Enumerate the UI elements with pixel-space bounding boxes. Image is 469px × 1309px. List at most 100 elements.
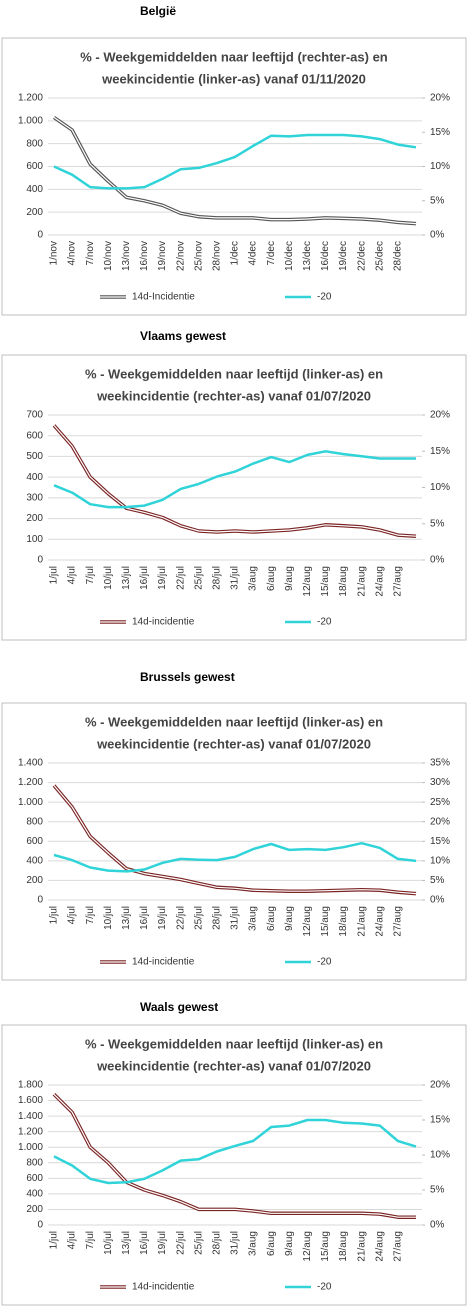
chart-frame [1,1024,467,1306]
x-tick-label: 24/aug [374,906,385,937]
y-tick-label: 1.000 [18,115,43,126]
legend-label: -20 [317,1282,332,1293]
x-tick-label: 9/aug [284,1231,295,1256]
x-tick-label: 22/jul [175,566,186,590]
x-tick-label: 18/aug [338,1231,349,1262]
x-tick-label: 15/aug [320,906,331,937]
y2-tick-label: 10% [430,1150,450,1161]
y2-tick-label: 0% [430,1220,445,1231]
y2-tick-label: 20% [430,816,450,827]
x-tick-label: 12/aug [302,906,313,937]
section-heading: België [140,4,176,18]
x-tick-label: 6/aug [266,1231,277,1256]
series-line [53,450,416,509]
y-tick-label: 500 [26,451,43,462]
y-tick-label: 400 [26,472,43,483]
x-tick-label: 6/aug [266,906,277,931]
x-tick-label: 21/aug [356,566,367,597]
x-tick-label: 13/nov [121,241,132,271]
chart-title: weekincidentie (linker-as) vanaf 01/11/2… [101,71,366,86]
x-tick-label: 13/jul [121,566,132,590]
x-tick-label: 7/jul [85,1231,96,1249]
x-tick-label: 31/jul [230,906,241,930]
y-tick-label: 800 [26,816,43,827]
y-tick-label: 200 [26,207,43,218]
series-line-inner [53,116,417,225]
y2-tick-label: 15% [430,127,450,138]
x-tick-label: 25/jul [193,1231,204,1255]
x-tick-label: 10/jul [103,1231,114,1255]
x-tick-label: 27/aug [393,566,404,597]
legend-label: 14d-incidentie [132,617,195,628]
y-tick-label: 0 [37,230,43,241]
x-tick-label: 31/jul [230,1231,241,1255]
y2-tick-label: 5% [430,195,445,206]
chart-frame [1,37,467,316]
chart-title: % - Weekgemiddelden naar leeftijd (linke… [85,366,383,381]
x-tick-label: 19/jul [157,566,168,590]
x-tick-label: 25/jul [193,906,204,930]
x-tick-label: 18/aug [338,566,349,597]
series-line-inner [53,1093,416,1218]
x-tick-label: 22/dec [356,241,367,271]
y-tick-label: 1.400 [18,758,43,769]
y-tick-label: 200 [26,513,43,524]
y-tick-label: 200 [26,1204,43,1215]
x-tick-label: 12/aug [302,566,313,597]
x-tick-label: 1/jul [49,906,60,924]
y2-tick-label: 25% [430,797,450,808]
x-tick-label: 13/jul [121,906,132,930]
chart-title: weekincidentie (rechter-as) vanaf 01/07/… [96,736,371,751]
y-tick-label: 600 [26,430,43,441]
x-tick-label: 15/aug [320,1231,331,1262]
x-tick-label: 3/aug [248,906,259,931]
x-tick-label: 22/nov [175,241,186,271]
y2-tick-label: 0% [430,230,445,241]
y-tick-label: 800 [26,138,43,149]
y-tick-label: 200 [26,875,43,886]
x-tick-label: 18/aug [338,906,349,937]
x-tick-label: 4/jul [67,1231,78,1249]
x-tick-label: 27/aug [393,906,404,937]
x-tick-label: 19/dec [338,241,349,271]
x-tick-label: 10/nov [103,241,114,271]
x-tick-label: 1/dec [230,241,241,265]
y-tick-label: 400 [26,855,43,866]
y-tick-label: 1.000 [18,1142,43,1153]
y2-tick-label: 15% [430,836,450,847]
x-tick-label: 4/dec [248,241,259,265]
y-tick-label: 0 [37,895,43,906]
x-tick-label: 22/jul [175,1231,186,1255]
y2-tick-label: 20% [430,410,450,421]
y-tick-label: 700 [26,410,43,421]
y2-tick-label: 15% [430,1115,450,1126]
x-tick-label: 4/jul [67,566,78,584]
x-tick-label: 28/jul [212,906,223,930]
y-tick-label: 800 [26,1157,43,1168]
y-tick-label: 1.600 [18,1095,43,1106]
y-tick-label: 600 [26,1173,43,1184]
x-tick-label: 25/dec [374,241,385,271]
x-tick-label: 6/aug [266,566,277,591]
legend-label: -20 [317,292,332,303]
y-tick-label: 600 [26,161,43,172]
x-tick-label: 1/jul [49,566,60,584]
y2-tick-label: 0% [430,555,445,566]
y2-tick-label: 5% [430,1185,445,1196]
chart-title: % - Weekgemiddelden naar leeftijd (recht… [80,49,388,64]
y2-tick-label: 5% [430,875,445,886]
y2-tick-label: 15% [430,446,450,457]
y-tick-label: 0 [37,1220,43,1231]
y-tick-label: 600 [26,836,43,847]
y2-tick-label: 10% [430,482,450,493]
x-tick-label: 28/nov [212,241,223,271]
y-tick-label: 1.000 [18,797,43,808]
x-tick-label: 22/jul [175,906,186,930]
chart-title: % - Weekgemiddelden naar leeftijd (linke… [85,1036,383,1051]
y2-tick-label: 10% [430,855,450,866]
x-tick-label: 1/jul [49,1231,60,1249]
x-tick-label: 16/jul [139,1231,150,1255]
series-line [53,133,417,190]
y2-tick-label: 5% [430,518,445,529]
legend-label: 14d-Incidentie [132,292,195,303]
